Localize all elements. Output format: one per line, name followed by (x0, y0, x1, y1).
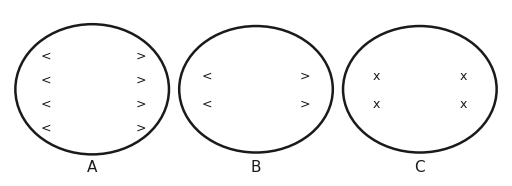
Text: <: < (202, 70, 212, 83)
Text: <: < (41, 49, 51, 62)
Text: >: > (300, 98, 310, 111)
Text: x: x (460, 70, 467, 83)
Text: >: > (136, 73, 146, 86)
Text: >: > (136, 122, 146, 135)
Text: C: C (415, 160, 425, 175)
Text: x: x (373, 70, 380, 83)
Text: >: > (300, 70, 310, 83)
Text: <: < (41, 122, 51, 135)
Text: x: x (460, 98, 467, 111)
Text: <: < (41, 73, 51, 86)
Text: A: A (87, 160, 97, 175)
Text: B: B (251, 160, 261, 175)
Text: x: x (373, 98, 380, 111)
Text: >: > (136, 49, 146, 62)
Text: >: > (136, 98, 146, 111)
Text: <: < (41, 98, 51, 111)
Text: <: < (202, 98, 212, 111)
